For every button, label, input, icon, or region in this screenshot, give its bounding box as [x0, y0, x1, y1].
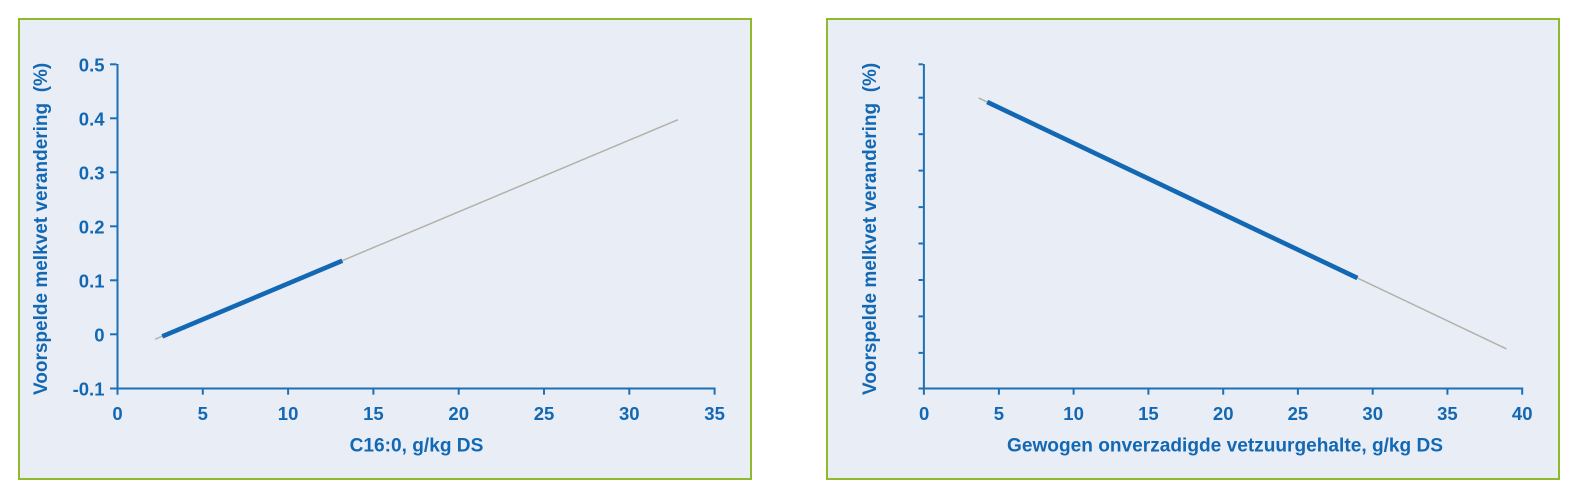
svg-text:0.1: 0.1	[79, 270, 105, 291]
svg-text:25: 25	[534, 403, 555, 424]
svg-text:35: 35	[704, 403, 725, 424]
svg-text:15: 15	[363, 403, 384, 424]
svg-text:20: 20	[1213, 403, 1234, 424]
svg-text:0: 0	[94, 324, 104, 345]
svg-text:0.2: 0.2	[79, 216, 105, 237]
svg-text:C16:0, g/kg DS: C16:0, g/kg DS	[350, 436, 484, 457]
svg-text:20: 20	[448, 403, 469, 424]
svg-text:0: 0	[112, 403, 122, 424]
svg-text:10: 10	[278, 403, 299, 424]
svg-text:30: 30	[1362, 403, 1383, 424]
svg-text:Voorspelde melkvet verandering: Voorspelde melkvet verandering (%)	[860, 63, 881, 395]
svg-text:0.4: 0.4	[79, 108, 105, 129]
svg-text:Voorspelde melkvet verandering: Voorspelde melkvet verandering (%)	[31, 63, 52, 395]
svg-text:-0.1: -0.1	[73, 378, 105, 399]
svg-text:Gewogen onverzadigde vetzuurge: Gewogen onverzadigde vetzuurgehalte, g/k…	[1007, 436, 1443, 457]
svg-text:5: 5	[994, 403, 1004, 424]
svg-text:0.5: 0.5	[79, 54, 105, 75]
svg-text:35: 35	[1437, 403, 1458, 424]
svg-text:40: 40	[1512, 403, 1533, 424]
svg-text:0.3: 0.3	[79, 162, 105, 183]
svg-text:25: 25	[1288, 403, 1309, 424]
svg-text:10: 10	[1063, 403, 1084, 424]
svg-text:5: 5	[198, 403, 208, 424]
svg-text:0: 0	[919, 403, 929, 424]
svg-text:30: 30	[619, 403, 640, 424]
svg-text:15: 15	[1138, 403, 1159, 424]
